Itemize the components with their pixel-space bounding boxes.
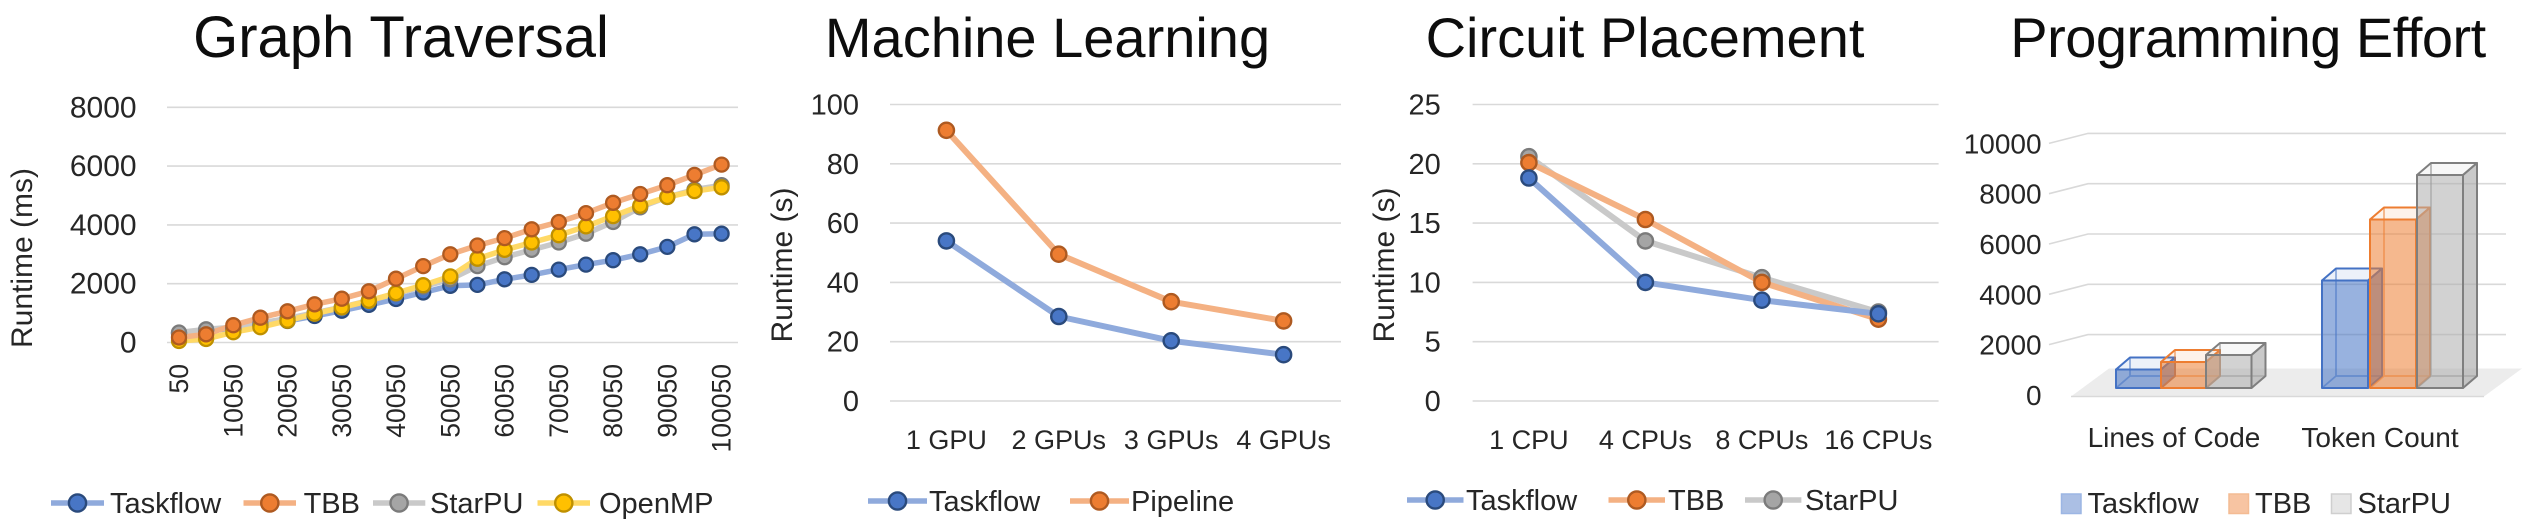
svg-text:100050: 100050 <box>707 364 737 452</box>
svg-text:TBB: TBB <box>304 488 360 520</box>
svg-text:4 GPUs: 4 GPUs <box>1236 425 1331 455</box>
svg-text:Machine Learning: Machine Learning <box>825 6 1270 69</box>
svg-text:Pipeline: Pipeline <box>1131 486 1234 518</box>
svg-text:1 GPU: 1 GPU <box>906 425 987 455</box>
svg-text:50: 50 <box>164 364 194 393</box>
svg-text:1 CPU: 1 CPU <box>1489 425 1569 455</box>
svg-text:4000: 4000 <box>70 209 137 242</box>
svg-text:15: 15 <box>1409 208 1441 240</box>
svg-text:20050: 20050 <box>273 364 303 438</box>
svg-text:6000: 6000 <box>1979 229 2041 260</box>
svg-text:20: 20 <box>1409 149 1441 181</box>
svg-text:Lines of Code: Lines of Code <box>2088 422 2261 453</box>
svg-text:10: 10 <box>1409 267 1441 299</box>
svg-text:3 GPUs: 3 GPUs <box>1124 425 1219 455</box>
svg-text:StarPU: StarPU <box>1805 485 1898 517</box>
svg-text:25: 25 <box>1409 90 1441 122</box>
svg-text:16 CPUs: 16 CPUs <box>1824 425 1932 455</box>
svg-text:TBB: TBB <box>1668 485 1724 517</box>
svg-text:6000: 6000 <box>70 150 137 183</box>
svg-text:10050: 10050 <box>218 364 248 438</box>
svg-text:4000: 4000 <box>1979 279 2041 310</box>
svg-text:Taskflow: Taskflow <box>110 488 222 520</box>
svg-text:Runtime (ms): Runtime (ms) <box>6 168 39 348</box>
svg-text:2000: 2000 <box>1979 330 2041 361</box>
svg-text:30050: 30050 <box>327 364 357 438</box>
svg-text:100: 100 <box>811 90 859 122</box>
svg-text:4 CPUs: 4 CPUs <box>1599 425 1692 455</box>
svg-text:90050: 90050 <box>652 364 682 438</box>
svg-text:Runtime (s): Runtime (s) <box>766 187 799 342</box>
svg-text:Graph Traversal: Graph Traversal <box>193 5 609 70</box>
svg-text:8000: 8000 <box>1979 179 2041 210</box>
svg-text:Taskflow: Taskflow <box>1466 485 1578 517</box>
svg-text:StarPU: StarPU <box>2358 488 2451 520</box>
svg-text:8000: 8000 <box>70 91 137 124</box>
svg-text:0: 0 <box>2026 380 2042 411</box>
svg-text:Taskflow: Taskflow <box>2088 488 2200 520</box>
svg-text:80050: 80050 <box>598 364 628 438</box>
svg-text:Token Count: Token Count <box>2301 422 2458 453</box>
svg-text:70050: 70050 <box>544 364 574 438</box>
svg-text:0: 0 <box>1425 386 1441 418</box>
svg-text:5: 5 <box>1425 327 1441 359</box>
svg-text:60050: 60050 <box>490 364 520 438</box>
svg-text:StarPU: StarPU <box>430 488 523 520</box>
svg-text:0: 0 <box>843 386 859 418</box>
svg-text:Circuit Placement: Circuit Placement <box>1426 6 1865 69</box>
svg-text:10000: 10000 <box>1964 128 2042 159</box>
svg-text:TBB: TBB <box>2255 488 2311 520</box>
svg-text:Runtime (s): Runtime (s) <box>1368 187 1401 342</box>
svg-text:Taskflow: Taskflow <box>929 486 1041 518</box>
svg-text:80: 80 <box>827 149 859 181</box>
svg-text:Programming Effort: Programming Effort <box>2010 6 2486 69</box>
svg-text:2 GPUs: 2 GPUs <box>1012 425 1107 455</box>
svg-text:0: 0 <box>120 327 137 360</box>
svg-text:20: 20 <box>827 327 859 359</box>
svg-text:60: 60 <box>827 208 859 240</box>
svg-text:40050: 40050 <box>381 364 411 438</box>
svg-text:40: 40 <box>827 267 859 299</box>
svg-text:8 CPUs: 8 CPUs <box>1715 425 1808 455</box>
svg-text:50050: 50050 <box>435 364 465 438</box>
svg-text:2000: 2000 <box>70 268 137 301</box>
svg-text:OpenMP: OpenMP <box>599 488 713 520</box>
